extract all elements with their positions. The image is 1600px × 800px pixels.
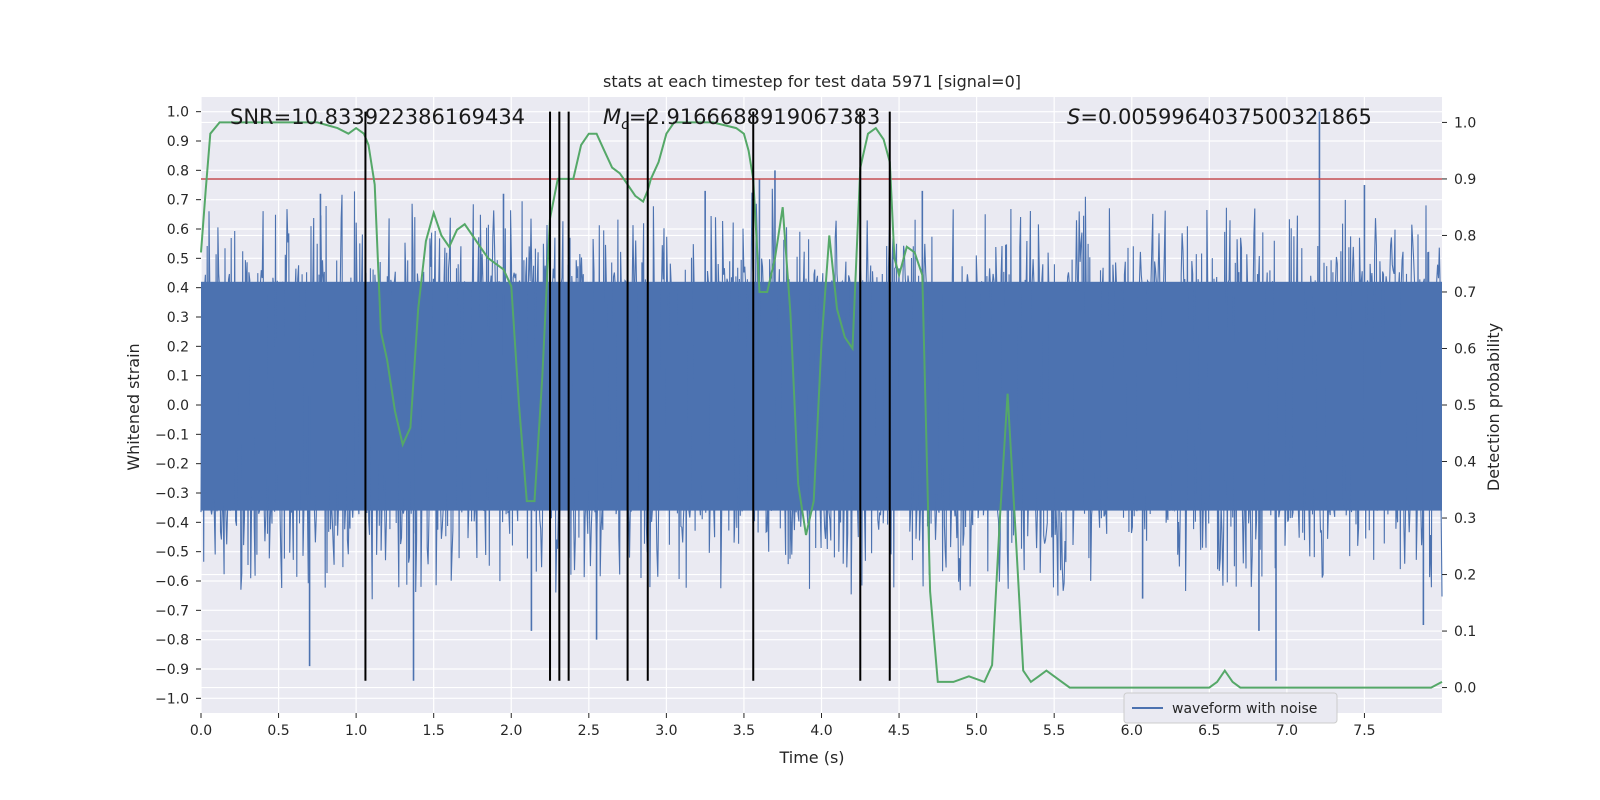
y2-tick-label: 0.8 (1454, 228, 1476, 244)
x-tick-label: 7.0 (1276, 723, 1298, 739)
probability-series (200, 121, 1443, 689)
y-tick-label: 0.3 (167, 310, 189, 326)
y-tick-label: −0.8 (155, 633, 189, 649)
chart-title: stats at each timestep for test data 597… (603, 72, 1021, 91)
y-tick-label: 0.6 (167, 222, 189, 238)
y-tick-label: 1.0 (167, 105, 189, 121)
waveform-line (200, 188, 1443, 600)
x-tick-label: 0.5 (267, 723, 289, 739)
x-axis-ticks: 0.0 0.5 1.0 1.5 2.0 2.5 3.0 3.5 4.0 4.5 5.0 5.5 6.0 6… (190, 713, 1376, 739)
x-tick-label: 0.0 (190, 723, 212, 739)
y-tick-label: 0.7 (167, 193, 189, 209)
s-annotation: S=0.005996403750032186​5 (1067, 105, 1372, 129)
y-tick-label: 0.8 (167, 163, 189, 179)
y-axis-ticks: 1.0 0.9 0.8 0.7 0.6 0.5 0.4 0.3 0.2 0.1 0.0 −0.1 −0.… (155, 105, 201, 707)
x-tick-label: 5.5 (1043, 723, 1065, 739)
s-symbol: S (1067, 105, 1080, 129)
legend: waveform with noise (1123, 692, 1338, 724)
y-tick-label: −0.7 (155, 603, 189, 619)
y-tick-label: −1.0 (155, 691, 189, 707)
mc-subscript: c (621, 117, 629, 133)
x-tick-label: 6.0 (1121, 723, 1143, 739)
y-tick-label: 0.1 (167, 369, 189, 385)
legend-box (1123, 692, 1338, 724)
probability-line (200, 121, 1443, 689)
y-tick-label: −0.1 (155, 427, 189, 443)
y-tick-label: 0.5 (167, 251, 189, 267)
y2-tick-label: 0.1 (1454, 624, 1476, 640)
y-tick-label: −0.6 (155, 574, 189, 590)
x-tick-label: 3.5 (733, 723, 755, 739)
x-tick-label: 4.5 (888, 723, 910, 739)
s-value: =0.005996403750032186​5 (1080, 105, 1372, 129)
y2-tick-label: 0.2 (1454, 568, 1476, 584)
y2-axis-title: Detection probability (1484, 323, 1503, 491)
snr-annotation: SNR=10.833922386169434 (230, 105, 525, 129)
y-tick-label: −0.3 (155, 486, 189, 502)
y-tick-label: −0.9 (155, 662, 189, 678)
mc-value: =2.9166688919067383 (629, 105, 880, 129)
vertical-markers (364, 111, 891, 681)
x-tick-label: 1.0 (345, 723, 367, 739)
waveform-series (200, 111, 1443, 681)
x-tick-label: 7.5 (1353, 723, 1375, 739)
y2-tick-label: 0.0 (1454, 681, 1476, 697)
y2-tick-label: 0.3 (1454, 511, 1476, 527)
y-tick-label: −0.5 (155, 545, 189, 561)
y2-tick-label: 0.9 (1454, 172, 1476, 188)
chirp-mass-annotation: Mc=2.9166688919067383 (603, 105, 880, 133)
mc-symbol: M (603, 105, 621, 129)
y-tick-label: −0.4 (155, 515, 189, 531)
y-tick-label: 0.2 (167, 339, 189, 355)
y-tick-label: 0.4 (167, 281, 189, 297)
x-tick-label: 1.5 (423, 723, 445, 739)
y-tick-label: 0.9 (167, 134, 189, 150)
y2-tick-label: 1.0 (1454, 115, 1476, 131)
y2-tick-label: 0.4 (1454, 455, 1476, 471)
x-axis-title: Time (s) (778, 748, 844, 767)
y2-axis-ticks: 1.0 0.9 0.8 0.7 0.6 0.5 0.4 0.3 0.2 0.1 0.0 (1442, 115, 1476, 697)
y2-tick-label: 0.5 (1454, 398, 1476, 414)
x-tick-label: 5.0 (965, 723, 987, 739)
y-axis-title: Whitened strain (124, 343, 143, 470)
x-tick-label: 3.0 (655, 723, 677, 739)
legend-label: waveform with noise (1172, 701, 1317, 717)
x-tick-label: 4.0 (810, 723, 832, 739)
x-tick-label: 6.5 (1198, 723, 1220, 739)
y2-tick-label: 0.7 (1454, 285, 1476, 301)
x-tick-label: 2.5 (578, 723, 600, 739)
y2-tick-label: 0.6 (1454, 341, 1476, 357)
x-tick-label: 2.0 (500, 723, 522, 739)
y-tick-label: −0.2 (155, 457, 189, 473)
y-tick-label: 0.0 (167, 398, 189, 414)
